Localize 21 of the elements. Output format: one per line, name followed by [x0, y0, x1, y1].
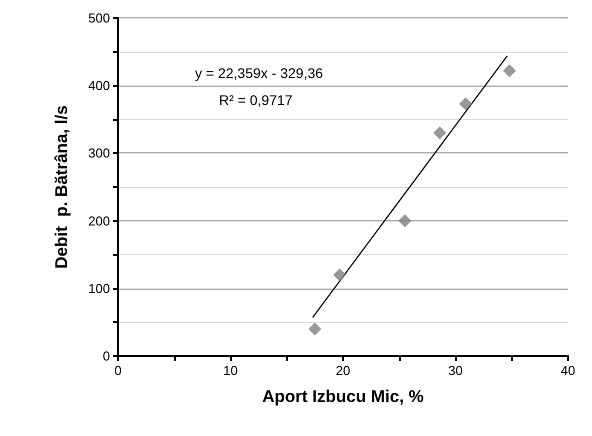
y-tick-label: 100: [88, 280, 110, 296]
point: [433, 126, 446, 140]
x-tick-label: 0: [114, 363, 122, 378]
x-tick-label: 30: [448, 363, 463, 378]
point: [398, 214, 412, 228]
x-tick-label: 10: [223, 363, 238, 378]
y-tick-label: 400: [88, 78, 110, 94]
point: [308, 322, 322, 336]
annotation: y = 22,359x - 329,36: [195, 65, 324, 81]
y-tick-label: 300: [88, 146, 110, 161]
x-tick-label: 20: [336, 363, 350, 378]
annotation: R² = 0,9717: [219, 92, 293, 108]
y-tick-label: 0: [102, 348, 110, 364]
y-tick-label: 500: [88, 10, 110, 26]
x-tick-label: 40: [560, 363, 576, 378]
x-axis-title: Aport Izbucu Mic, %: [262, 387, 424, 406]
point: [333, 268, 346, 282]
point: [459, 97, 472, 110]
point: [503, 64, 516, 78]
y-axis-title: Debit p. Bătrâna, l/s: [52, 105, 71, 269]
y-tick-label: 200: [88, 213, 110, 228]
